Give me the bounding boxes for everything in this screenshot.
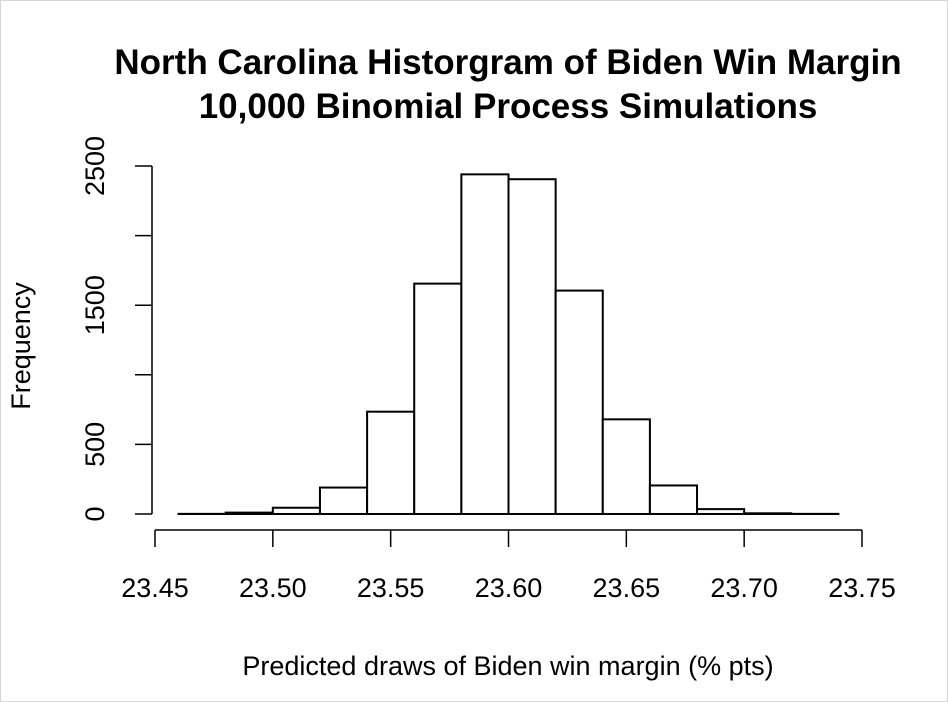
y-tick-label: 1500 bbox=[80, 275, 110, 335]
x-tick-label: 23.65 bbox=[593, 573, 661, 603]
histogram-bar bbox=[601, 418, 651, 515]
x-tick-label: 23.50 bbox=[239, 573, 307, 603]
bars-group bbox=[177, 173, 840, 516]
x-tick-label: 23.55 bbox=[357, 573, 425, 603]
y-tick-label: 0 bbox=[80, 506, 110, 521]
x-tick-label: 23.45 bbox=[121, 573, 189, 603]
y-axis-label: Frequency bbox=[6, 282, 36, 410]
histogram-bar bbox=[366, 410, 416, 515]
histogram-bar bbox=[460, 173, 510, 516]
x-axis: 23.45 23.50 23.55 23.60 23.65 23.70 23.75 bbox=[121, 529, 896, 603]
histogram-bar bbox=[743, 512, 793, 516]
histogram-bar bbox=[554, 289, 604, 516]
chart-subtitle: 10,000 Binomial Process Simulations bbox=[199, 87, 818, 126]
histogram-bar bbox=[271, 506, 321, 515]
x-tick-label: 23.75 bbox=[828, 573, 896, 603]
histogram-bar bbox=[318, 486, 369, 516]
histogram-bar bbox=[648, 484, 699, 515]
x-tick-label: 23.60 bbox=[475, 573, 543, 603]
chart-title: North Carolina Historgram of Biden Win M… bbox=[114, 43, 901, 82]
histogram-bar bbox=[507, 178, 557, 515]
histogram-bar bbox=[224, 511, 274, 515]
x-tick-label: 23.70 bbox=[710, 573, 778, 603]
histogram-bar bbox=[413, 282, 463, 515]
y-axis: 0 500 1500 2500 bbox=[80, 136, 153, 522]
x-axis-label: Predicted draws of Biden win margin (% p… bbox=[242, 651, 773, 681]
y-tick-label: 2500 bbox=[80, 136, 110, 196]
y-tick-label: 500 bbox=[80, 422, 110, 467]
histogram-bar bbox=[696, 508, 746, 515]
